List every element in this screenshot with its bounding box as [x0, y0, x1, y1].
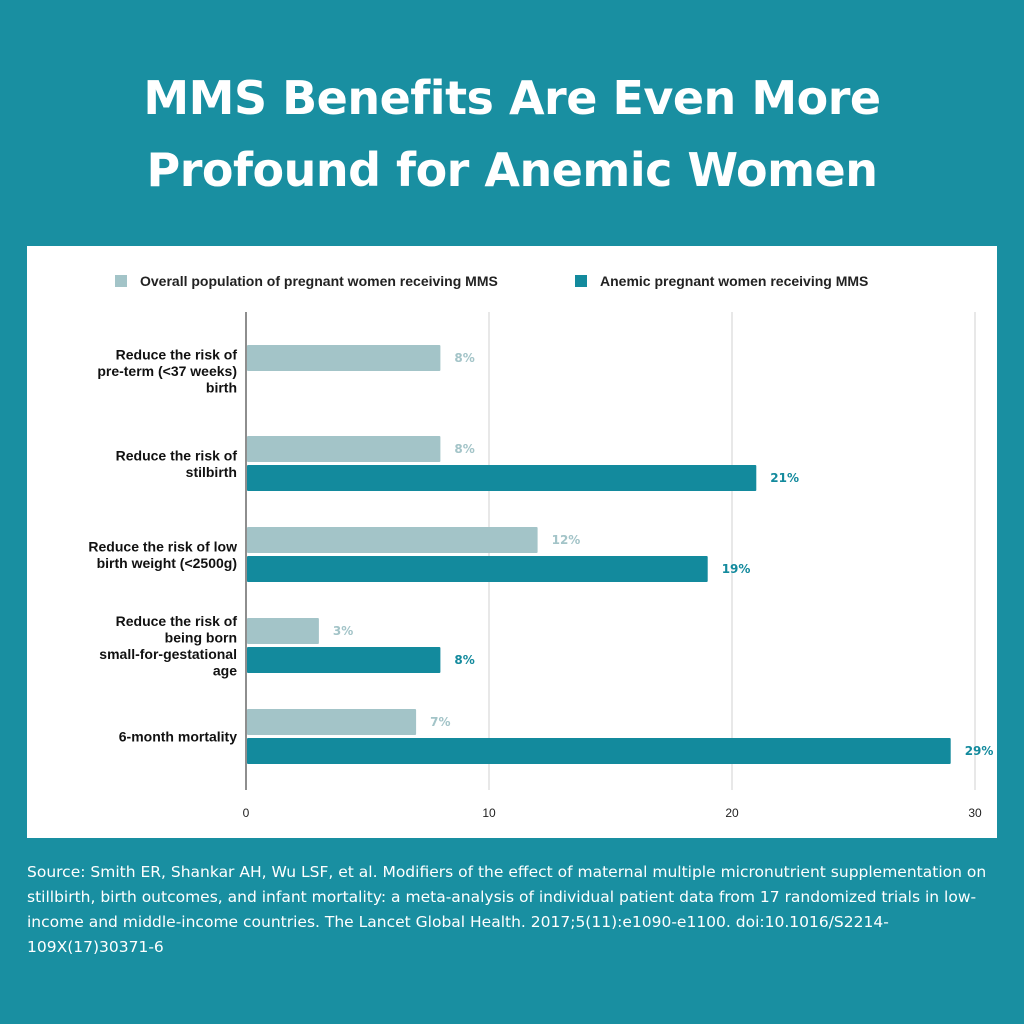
legend-label: Overall population of pregnant women rec… — [140, 273, 498, 289]
bar-anemic — [247, 738, 951, 764]
bar-anemic — [247, 465, 757, 491]
x-tick-label: 0 — [243, 806, 250, 820]
data-label: 19% — [722, 562, 751, 576]
category-label: 6-month mortality — [119, 729, 237, 745]
source-citation: Source: Smith ER, Shankar AH, Wu LSF, et… — [27, 863, 987, 956]
bar-overall — [247, 436, 441, 462]
data-label: 7% — [430, 715, 450, 729]
bar-overall — [247, 345, 441, 371]
bar-overall — [247, 618, 319, 644]
title-line-2: Profound for Anemic Women — [146, 143, 878, 197]
legend-swatch — [575, 275, 587, 287]
data-label: 8% — [454, 351, 474, 365]
bar-overall — [247, 709, 417, 735]
bar-anemic — [247, 556, 708, 582]
legend-label: Anemic pregnant women receiving MMS — [600, 273, 868, 289]
data-label: 12% — [552, 533, 581, 547]
category-label: Reduce the risk of — [116, 447, 238, 463]
x-tick-label: 30 — [968, 806, 982, 820]
category-label: birth — [206, 380, 237, 396]
category-label: Reduce the risk of low — [88, 538, 237, 554]
page-title: MMS Benefits Are Even More Profound for … — [0, 62, 1024, 206]
category-label: Reduce the risk of — [116, 347, 238, 363]
category-label: age — [213, 662, 237, 678]
data-label: 29% — [965, 744, 994, 758]
data-label: 8% — [454, 442, 474, 456]
data-label: 8% — [454, 653, 474, 667]
category-label: small-for-gestational — [99, 646, 237, 662]
category-label: birth weight (<2500g) — [97, 555, 237, 571]
data-label: 3% — [333, 624, 353, 638]
bar-chart: 0 10 20 30 Overall population of pregnant wo… — [88, 273, 994, 820]
bar-anemic — [247, 647, 441, 673]
title-line-1: MMS Benefits Are Even More — [143, 71, 881, 125]
data-label: 21% — [770, 471, 799, 485]
bar-overall — [247, 527, 538, 553]
chart-panel: 0 10 20 30 Overall population of pregnant wo… — [27, 246, 997, 838]
category-label: pre-term (<37 weeks) — [97, 363, 237, 379]
x-tick-label: 20 — [725, 806, 739, 820]
category-label: stilbirth — [186, 464, 237, 480]
x-tick-label: 10 — [482, 806, 496, 820]
category-label: Reduce the risk of — [116, 613, 238, 629]
legend-swatch — [115, 275, 127, 287]
category-label: being born — [165, 629, 237, 645]
